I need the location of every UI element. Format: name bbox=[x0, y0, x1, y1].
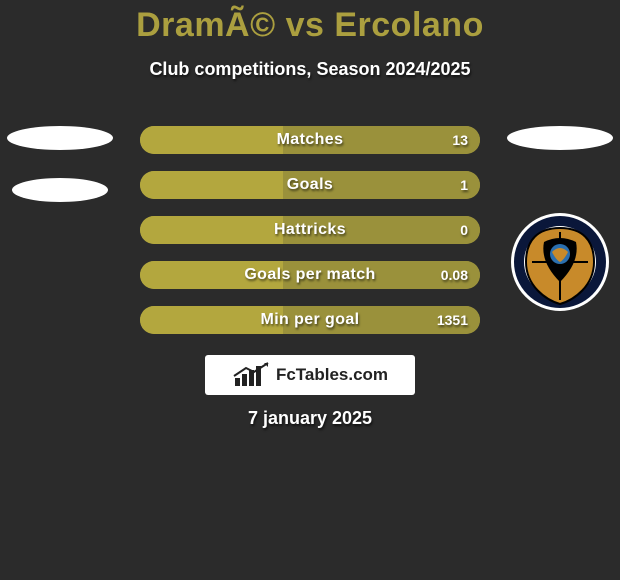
right-player-photo-placeholder bbox=[507, 126, 613, 150]
page-subtitle: Club competitions, Season 2024/2025 bbox=[0, 59, 620, 80]
stat-label: Hattricks bbox=[140, 216, 480, 244]
stat-label: Matches bbox=[140, 126, 480, 154]
stat-right-value: 1351 bbox=[437, 306, 468, 334]
stat-right-value: 13 bbox=[452, 126, 468, 154]
left-player-photo-placeholder bbox=[7, 126, 113, 150]
stat-row-matches: Matches13 bbox=[140, 126, 480, 154]
stat-rows: Matches13 Goals1 Hattricks0 Goals per match… bbox=[140, 126, 480, 351]
bar-chart-arrow-icon bbox=[232, 362, 272, 388]
stat-row-goals_per_match: Goals per match0.08 bbox=[140, 261, 480, 289]
stat-row-hattricks: Hattricks0 bbox=[140, 216, 480, 244]
stat-row-goals: Goals1 bbox=[140, 171, 480, 199]
stat-right-value: 1 bbox=[460, 171, 468, 199]
left-player-column bbox=[0, 108, 120, 202]
stat-right-value: 0.08 bbox=[441, 261, 468, 289]
page-title: DramÃ© vs Ercolano bbox=[0, 0, 620, 45]
brand-text: FcTables.com bbox=[276, 365, 388, 385]
club-shield-icon bbox=[510, 212, 610, 312]
brand-attribution[interactable]: FcTables.com bbox=[205, 355, 415, 395]
right-player-club-logo bbox=[510, 212, 610, 312]
stat-label: Goals bbox=[140, 171, 480, 199]
stat-row-min_per_goal: Min per goal1351 bbox=[140, 306, 480, 334]
comparison-card: DramÃ© vs Ercolano Club competitions, Se… bbox=[0, 0, 620, 580]
right-player-column bbox=[500, 108, 620, 312]
stat-label: Goals per match bbox=[140, 261, 480, 289]
stat-label: Min per goal bbox=[140, 306, 480, 334]
stat-right-value: 0 bbox=[460, 216, 468, 244]
left-player-name-placeholder bbox=[12, 178, 108, 202]
footer-date: 7 january 2025 bbox=[0, 408, 620, 429]
